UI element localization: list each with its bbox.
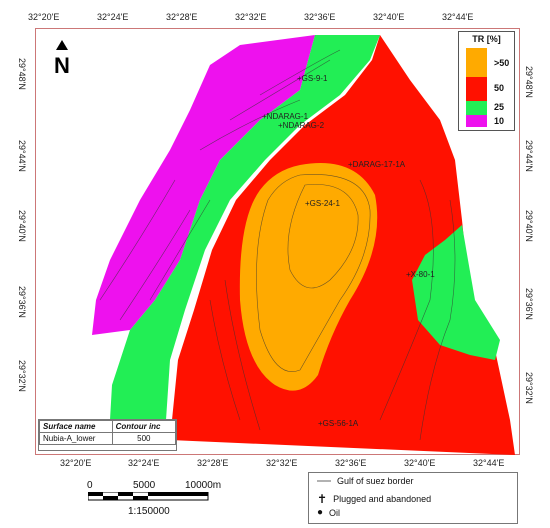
lat-label-left: 29°48'N [17, 58, 27, 90]
well-label[interactable]: +GS-9-1 [297, 74, 328, 83]
north-arrow-icon: N [51, 40, 73, 78]
legend-title: TR [%] [472, 34, 501, 44]
legend-label: 50 [494, 83, 505, 93]
well-label[interactable]: +NDARAG-2 [278, 121, 325, 130]
scale-ratio: 1:150000 [128, 506, 170, 517]
lat-label-left: 29°40'N [17, 210, 27, 242]
legend-label: >50 [494, 58, 510, 68]
lat-label-left: 29°44'N [17, 140, 27, 172]
border-line-icon [317, 480, 331, 482]
key-label: Oil [329, 507, 341, 518]
legend-swatch-gt50 [466, 48, 487, 77]
legend-swatch-10 [466, 115, 487, 127]
contour-lines [99, 49, 456, 441]
lon-label-top: 32°44'E [442, 12, 474, 22]
lon-label-top: 32°40'E [373, 12, 405, 22]
lon-label-top: 32°36'E [304, 12, 336, 22]
lat-label-right: 29°48'N [524, 66, 534, 98]
scale-label-0: 0 [87, 480, 93, 491]
map-key: Gulf of suez border ✝ Plugged and abando… [308, 472, 518, 524]
lon-label-top: 32°28'E [166, 12, 198, 22]
key-label: Gulf of suez border [337, 476, 414, 486]
contour-inc-value: 500 [111, 432, 177, 445]
lat-label-right: 29°36'N [524, 288, 534, 320]
contour-inc-header: Contour inc [111, 420, 177, 433]
well-label[interactable]: +GS-56-1A [318, 419, 359, 428]
plugged-well-icon: ✝ [317, 492, 328, 506]
key-row-border: Gulf of suez border [317, 476, 414, 486]
well-label[interactable]: +X-80-1 [406, 270, 435, 279]
lon-label-bottom: 32°24'E [128, 458, 160, 468]
legend-label: 25 [494, 102, 505, 112]
well-label[interactable]: +GS-24-1 [305, 199, 340, 208]
lon-label-bottom: 32°44'E [473, 458, 505, 468]
key-row-oil: ● Oil [317, 507, 340, 518]
zone-gt50 [239, 163, 378, 391]
lon-label-top: 32°32'E [235, 12, 267, 22]
lat-label-right: 29°44'N [524, 140, 534, 172]
lat-label-right: 29°40'N [524, 210, 534, 242]
key-row-plugged: ✝ Plugged and abandoned [317, 492, 431, 506]
key-label: Plugged and abandoned [333, 494, 432, 504]
lon-label-bottom: 32°28'E [197, 458, 229, 468]
lat-label-left: 29°32'N [17, 360, 27, 392]
lon-label-bottom: 32°36'E [335, 458, 367, 468]
scale-bar [88, 492, 209, 501]
lon-label-top: 32°20'E [28, 12, 60, 22]
lon-label-bottom: 32°40'E [404, 458, 436, 468]
tr-legend: TR [%] >50 50 25 10 [458, 31, 515, 131]
surface-info: Surface name Contour inc Nubia-A_lower 5… [38, 419, 177, 451]
well-label[interactable]: +DARAG-17-1A [348, 160, 406, 169]
well-label[interactable]: +NDARAG-1 [262, 112, 309, 121]
zone-25-east [412, 225, 500, 360]
oil-well-icon: ● [317, 507, 324, 518]
surface-name-value: Nubia-A_lower [39, 432, 113, 445]
north-label: N [54, 53, 70, 76]
legend-swatch-25 [466, 101, 487, 115]
scale-label-10000: 10000m [185, 480, 222, 491]
lon-label-bottom: 32°32'E [266, 458, 298, 468]
zone-25 [110, 35, 380, 420]
lat-label-left: 29°36'N [17, 286, 27, 318]
legend-label: 10 [494, 116, 505, 126]
scale-label-5000: 5000 [133, 480, 156, 491]
surface-name-header: Surface name [39, 420, 113, 433]
zone-10 [92, 35, 315, 335]
lat-label-right: 29°32'N [524, 372, 534, 404]
lon-label-bottom: 32°20'E [60, 458, 92, 468]
lon-label-top: 32°24'E [97, 12, 129, 22]
legend-swatch-50 [466, 77, 487, 101]
